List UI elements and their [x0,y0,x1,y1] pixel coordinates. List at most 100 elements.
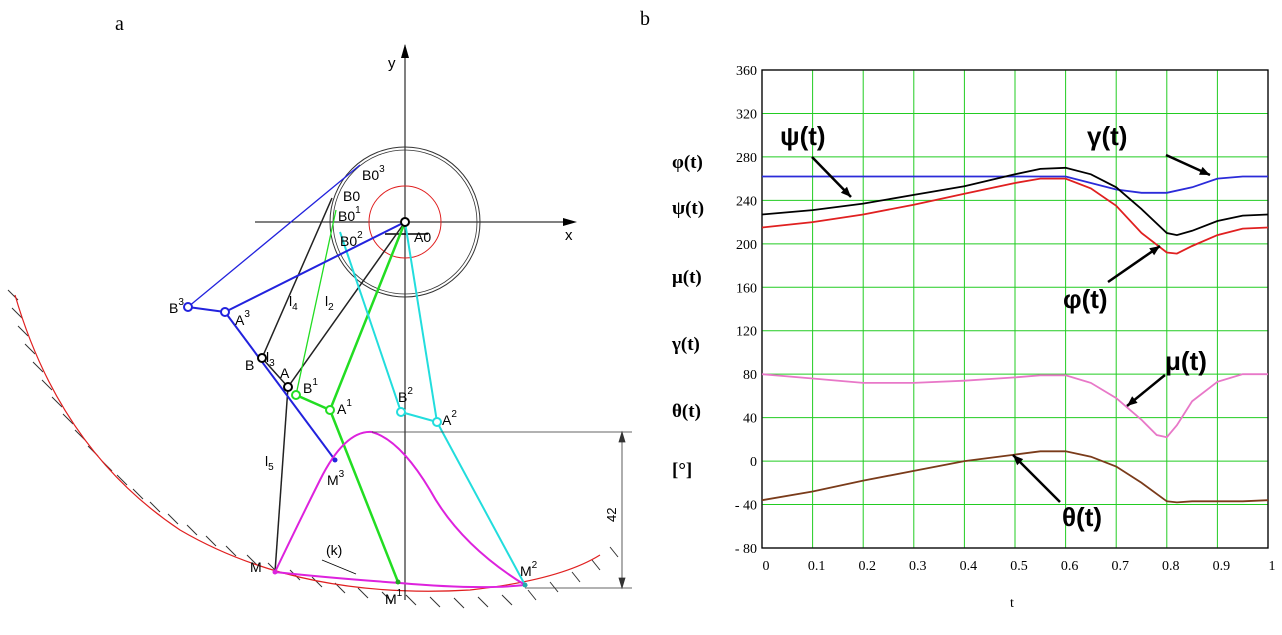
y-axis-label: y [388,55,396,72]
label-b2: B2 [398,386,413,405]
chart-grid [761,69,1269,549]
black-linkage [261,197,406,573]
x-axis-label: x [565,227,573,244]
label-a1: A1 [337,398,352,417]
point-m3 [332,457,338,463]
y-tick-label: 240 [736,194,757,209]
x-tick-label: 1 [1269,559,1276,574]
x-tick-label: 0.6 [1061,559,1079,574]
y-tick-label: 0 [750,455,757,470]
y-tick-label: 280 [736,151,757,166]
cyan-linkage [339,221,526,586]
x-tick-label: 0.7 [1111,559,1129,574]
label-b1: B1 [303,377,318,396]
label-m: M [250,559,262,575]
y-tick-label: - 40 [735,499,757,514]
x-tick-label: 0.3 [909,559,927,574]
annotation-arrowhead [840,186,851,197]
x-tick-label: 0.2 [858,559,876,574]
y-tick-label: 120 [736,325,757,340]
x-tick-label: 0.4 [960,559,978,574]
plot-border [761,69,1269,549]
point-m2 [522,582,528,588]
y-axis-label-line: μ(t) [672,267,702,288]
label-l2: l2 [325,293,334,313]
curve-k-leader [321,559,357,575]
label-b03: B03 [362,164,385,183]
label-a3: A3 [235,309,250,328]
series-line [761,450,1269,504]
outer-circle [329,146,481,298]
coupler-curve [273,430,529,589]
annotation-arrowhead [1149,246,1160,256]
point-labels: A0 B03 B0 B01 B02 B3 A3 B A B1 A1 B2 A2 … [169,164,538,607]
series-annotations: ψ(t) γ(t) φ(t) μ(t) θ(t) [780,121,1211,532]
annotation-label: ψ(t) [780,121,826,151]
label-curve-k: (k) [326,542,342,558]
label-b02: B02 [340,230,363,249]
x-tick-label: 0.8 [1162,559,1180,574]
annotation-arrow [1107,244,1161,284]
y-tick-label: - 80 [735,542,757,557]
blue-linkage [187,164,406,461]
label-a2: A2 [442,409,457,428]
label-b: B [245,357,254,373]
label-l3: l3 [266,349,275,369]
x-axis-label: t [1010,596,1014,611]
label-l5: l5 [265,453,274,473]
mechanism-diagram: a y x [7,13,632,609]
annotation-label: θ(t) [1062,502,1102,532]
dimension-42 [372,430,632,590]
label-a: A [280,365,290,381]
annotation-label: μ(t) [1165,346,1207,376]
panel-b-label: b [640,8,650,30]
crank-circle [368,185,442,259]
y-tick-label: 200 [736,238,757,253]
label-m1: M1 [385,588,403,607]
series-line [762,175,1268,194]
x-tick-label: 0.9 [1213,559,1231,574]
x-tick-label: 0.5 [1010,559,1028,574]
ground-hatching [7,289,619,609]
chart-series [761,166,1269,504]
y-tick-label: 80 [743,368,757,383]
label-a0: A0 [414,229,431,245]
panel-a-label: a [115,13,124,35]
y-tick-label: 320 [736,107,757,122]
annotation-arrowhead [1199,166,1210,175]
y-axis-label-line: φ(t) [672,152,703,173]
annotation-arrow [1012,454,1061,503]
ground-arc [14,294,601,592]
annotation-label: φ(t) [1063,284,1108,314]
x-tick-labels: 0 0.1 0.2 0.3 0.4 0.5 0.6 0.7 0.8 0.9 1 [763,559,1276,574]
y-axis-label-line: ψ(t) [672,198,704,219]
x-axis-arrow [563,218,577,226]
annotation-arrowhead [1013,455,1024,466]
annotation-arrowhead [1127,396,1138,406]
label-b0: B0 [343,188,360,204]
label-b3: B3 [169,297,184,316]
series-line [761,177,1269,255]
annotation-label: γ(t) [1087,121,1127,151]
point-m [272,569,278,575]
x-tick-label: 0 [763,559,770,574]
green-rocker [295,209,337,396]
point-m1 [395,579,401,585]
y-axis-labels: φ(t) ψ(t) μ(t) γ(t) θ(t) [°] [671,152,704,481]
series-line [761,373,1268,439]
joints [183,217,442,427]
y-axis-label-line: [°] [672,460,692,481]
y-axis-label-line: γ(t) [671,334,700,355]
y-axis-arrow [401,44,409,58]
y-tick-label: 40 [743,412,757,427]
label-b01: B01 [338,205,361,224]
y-tick-label: 360 [736,64,757,79]
y-tick-label: 160 [736,281,757,296]
y-axis-label-line: θ(t) [672,401,701,422]
label-m3: M3 [327,469,345,488]
x-tick-label: 0.1 [808,559,826,574]
dimension-label: 42 [604,508,619,522]
label-m2: M2 [520,560,538,579]
angle-chart: b 360 320 280 240 200 160 120 80 40 0 - 40 - 80 0 0.… [640,8,1276,611]
